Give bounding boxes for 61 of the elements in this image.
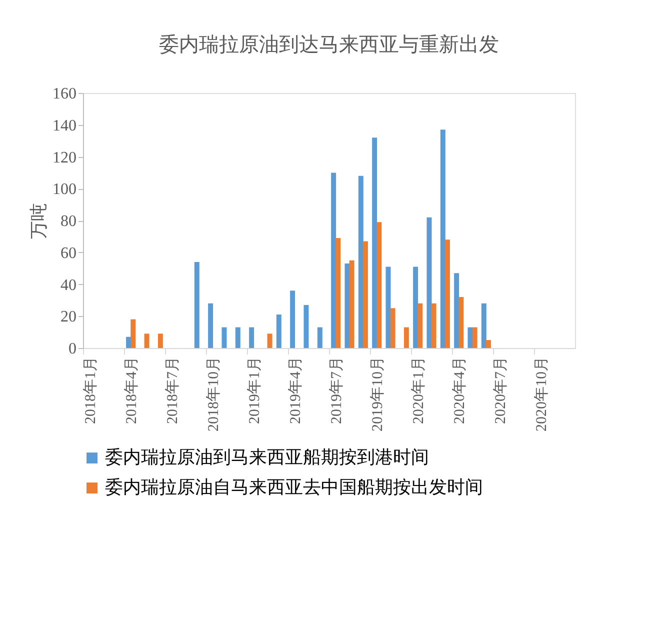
legend-label: 委内瑞拉原油自马来西亚去中国船期按出发时间 — [105, 477, 483, 497]
bar — [481, 303, 486, 348]
bar — [304, 304, 309, 348]
x-tick-label: 2020年4月 — [450, 356, 468, 424]
bar — [249, 327, 254, 348]
bar — [158, 334, 163, 348]
bar — [358, 176, 364, 348]
bar — [362, 241, 368, 348]
y-tick-label: 80 — [60, 213, 76, 230]
bar — [344, 264, 350, 348]
x-tick-label: 2018年10月 — [204, 356, 222, 432]
y-tick-label: 140 — [52, 117, 76, 134]
y-tick-label: 160 — [52, 86, 76, 102]
bar — [290, 290, 296, 348]
bar — [458, 297, 464, 348]
bar — [376, 222, 382, 348]
y-tick-label: 100 — [52, 181, 76, 198]
bar — [440, 130, 446, 348]
y-tick-label: 40 — [60, 276, 76, 294]
x-tick-label: 2018年7月 — [164, 356, 181, 424]
chart-title: 委内瑞拉原油到达马来西亚与重新出发 — [159, 34, 499, 56]
bar — [426, 217, 432, 348]
x-tick-label: 2020年7月 — [492, 356, 509, 424]
bar — [276, 314, 282, 348]
y-tick-label: 0 — [68, 340, 76, 358]
legend-label: 委内瑞拉原油到马来西亚船期按到港时间 — [105, 447, 429, 467]
bar — [331, 172, 336, 348]
bar — [336, 238, 341, 348]
bar — [418, 303, 423, 348]
bar — [317, 327, 322, 348]
bar — [386, 266, 391, 348]
y-axis-title: 万吨 — [28, 203, 48, 239]
bar — [208, 303, 214, 348]
bar — [267, 334, 272, 348]
bar — [235, 327, 240, 348]
bar — [444, 240, 450, 348]
bar — [454, 273, 460, 348]
bar — [413, 266, 418, 348]
bar — [144, 334, 150, 348]
bar — [486, 340, 491, 348]
x-tick-label: 2019年4月 — [286, 356, 304, 424]
bar — [372, 138, 378, 348]
x-tick-label: 2018年1月 — [82, 356, 99, 424]
x-tick-label: 2019年7月 — [328, 356, 345, 424]
bar — [404, 327, 409, 348]
bar — [431, 303, 436, 348]
x-tick-label: 2019年10月 — [368, 356, 386, 432]
x-tick-label: 2020年10月 — [532, 356, 550, 432]
bar — [349, 260, 354, 348]
bar — [468, 327, 473, 348]
y-tick-label: 120 — [52, 149, 76, 166]
x-tick-label: 2018年4月 — [122, 356, 140, 424]
y-tick-label: 20 — [60, 308, 76, 326]
x-tick-label: 2020年1月 — [410, 356, 427, 424]
y-tick-label: 60 — [60, 244, 76, 262]
bar — [390, 308, 396, 348]
bar — [222, 327, 227, 348]
x-tick-label: 2019年1月 — [246, 356, 263, 424]
bar — [472, 327, 478, 348]
bar — [194, 262, 200, 348]
bar — [130, 319, 136, 348]
